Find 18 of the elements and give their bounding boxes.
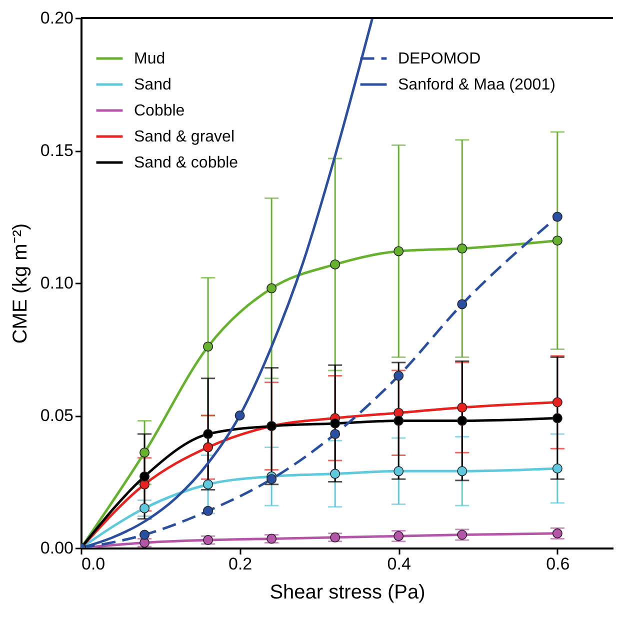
y-tick-label: 0.05 <box>40 406 74 425</box>
y-tick-label: 0.10 <box>40 274 74 292</box>
legend-label: Cobble <box>134 102 185 120</box>
x-tick-label: 0.2 <box>228 554 252 574</box>
y-tick-label: 0.20 <box>40 8 74 28</box>
x-axis-title: Shear stress (Pa) <box>270 582 426 604</box>
x-tick-label: 0.4 <box>387 554 411 574</box>
legend-label: Sand & gravel <box>134 128 235 146</box>
x-tick-label: 0.6 <box>546 554 570 574</box>
legend-label: Sanford & Maa (2001) <box>398 76 556 94</box>
legend-label: Sand <box>134 76 172 94</box>
x-tick-label: 0.0 <box>82 554 106 574</box>
y-tick-label: 0.15 <box>40 141 74 160</box>
y-tick-label: 0.00 <box>40 538 74 558</box>
legend-label: DEPOMOD <box>398 50 481 68</box>
legend-label: Mud <box>134 50 166 68</box>
legend-label: Sand & cobble <box>134 154 238 172</box>
y-axis-title: CME (kg m⁻²) <box>9 223 32 344</box>
